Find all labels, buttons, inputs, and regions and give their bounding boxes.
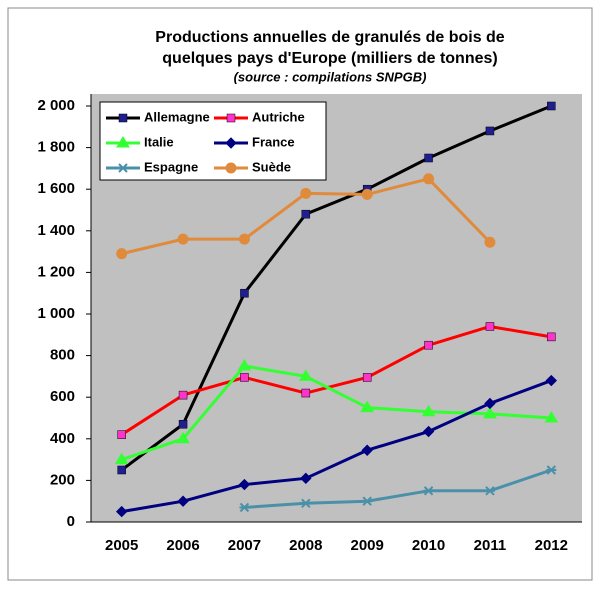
point-marker: [238, 478, 251, 491]
legend-label: Autriche: [252, 109, 305, 124]
point-marker: [240, 288, 249, 298]
point-marker: [485, 126, 495, 136]
series-line: [244, 468, 552, 509]
point-marker: [237, 359, 252, 371]
point-marker: [484, 486, 495, 496]
legend-label: Italie: [144, 134, 174, 149]
point-marker: [361, 188, 373, 200]
point-marker: [546, 465, 557, 475]
series-line: [120, 104, 552, 472]
point-marker: [484, 397, 496, 410]
chart-subtitle: (source : compilations SNPGB): [234, 69, 427, 84]
point-marker: [362, 373, 372, 382]
y-tick-label: 0: [67, 513, 75, 530]
legend-marker: [116, 136, 130, 148]
x-tick-label: 2012: [535, 537, 568, 554]
series-line: [121, 379, 552, 514]
series-line: [121, 364, 552, 462]
point-marker: [421, 404, 436, 417]
y-tick-label: 400: [50, 430, 75, 447]
point-marker: [240, 373, 249, 382]
x-tick-label: 2005: [105, 537, 138, 554]
legend-label: Suède: [252, 159, 291, 174]
point-marker: [176, 431, 190, 444]
point-marker: [177, 233, 189, 245]
point-marker: [301, 209, 311, 219]
y-tick-label: 1 800: [37, 139, 75, 156]
point-marker: [178, 390, 188, 400]
point-marker: [483, 406, 497, 419]
y-tick-label: 200: [50, 471, 75, 488]
point-marker: [300, 498, 311, 508]
point-marker: [485, 322, 495, 331]
point-marker: [423, 173, 435, 185]
legend-marker: [118, 113, 128, 123]
legend-label: Espagne: [144, 159, 198, 174]
y-tick-label: 600: [50, 388, 75, 405]
point-marker: [298, 369, 313, 381]
point-marker: [362, 496, 373, 506]
point-marker: [424, 340, 433, 350]
legend-marker: [226, 113, 236, 123]
point-marker: [423, 486, 434, 496]
x-tick-label: 2009: [351, 537, 384, 554]
y-tick-label: 800: [50, 347, 75, 364]
x-tick-label: 2006: [166, 537, 199, 554]
y-tick-label: 1 600: [37, 180, 75, 197]
point-marker: [178, 419, 188, 429]
point-marker: [360, 400, 375, 413]
point-marker: [424, 153, 433, 163]
point-marker: [114, 452, 129, 465]
point-marker: [547, 101, 556, 111]
legend-label: France: [252, 134, 295, 149]
point-marker: [177, 495, 189, 507]
point-marker: [116, 248, 128, 260]
legend-marker: [118, 163, 128, 173]
x-tick-label: 2011: [474, 537, 507, 554]
chart-title-line: Productions annuelles de granulés de boi…: [155, 29, 505, 46]
y-tick-label: 1 200: [37, 263, 75, 280]
point-marker: [115, 505, 128, 518]
point-marker: [544, 411, 559, 423]
point-marker: [300, 187, 312, 199]
point-marker: [301, 388, 311, 398]
point-marker: [545, 374, 558, 387]
legend-label: Allemagne: [144, 109, 210, 124]
point-marker: [239, 502, 250, 513]
legend-marker: [225, 137, 237, 149]
y-tick-label: 2 000: [37, 97, 75, 114]
point-marker: [361, 444, 373, 456]
point-marker: [422, 425, 435, 438]
x-tick-label: 2008: [289, 537, 322, 554]
point-marker: [484, 236, 496, 248]
y-tick-label: 1 400: [37, 222, 75, 239]
point-marker: [547, 332, 556, 342]
point-marker: [300, 472, 312, 485]
legend-marker: [225, 162, 237, 174]
x-tick-label: 2010: [412, 537, 445, 554]
series-line: [120, 324, 552, 436]
point-marker: [238, 233, 250, 245]
point-marker: [117, 465, 126, 475]
chart-title-line: quelques pays d'Europe (milliers de tonn…: [162, 50, 497, 67]
y-tick-label: 1 000: [37, 305, 75, 322]
point-marker: [117, 430, 126, 439]
x-tick-label: 2007: [228, 537, 261, 554]
